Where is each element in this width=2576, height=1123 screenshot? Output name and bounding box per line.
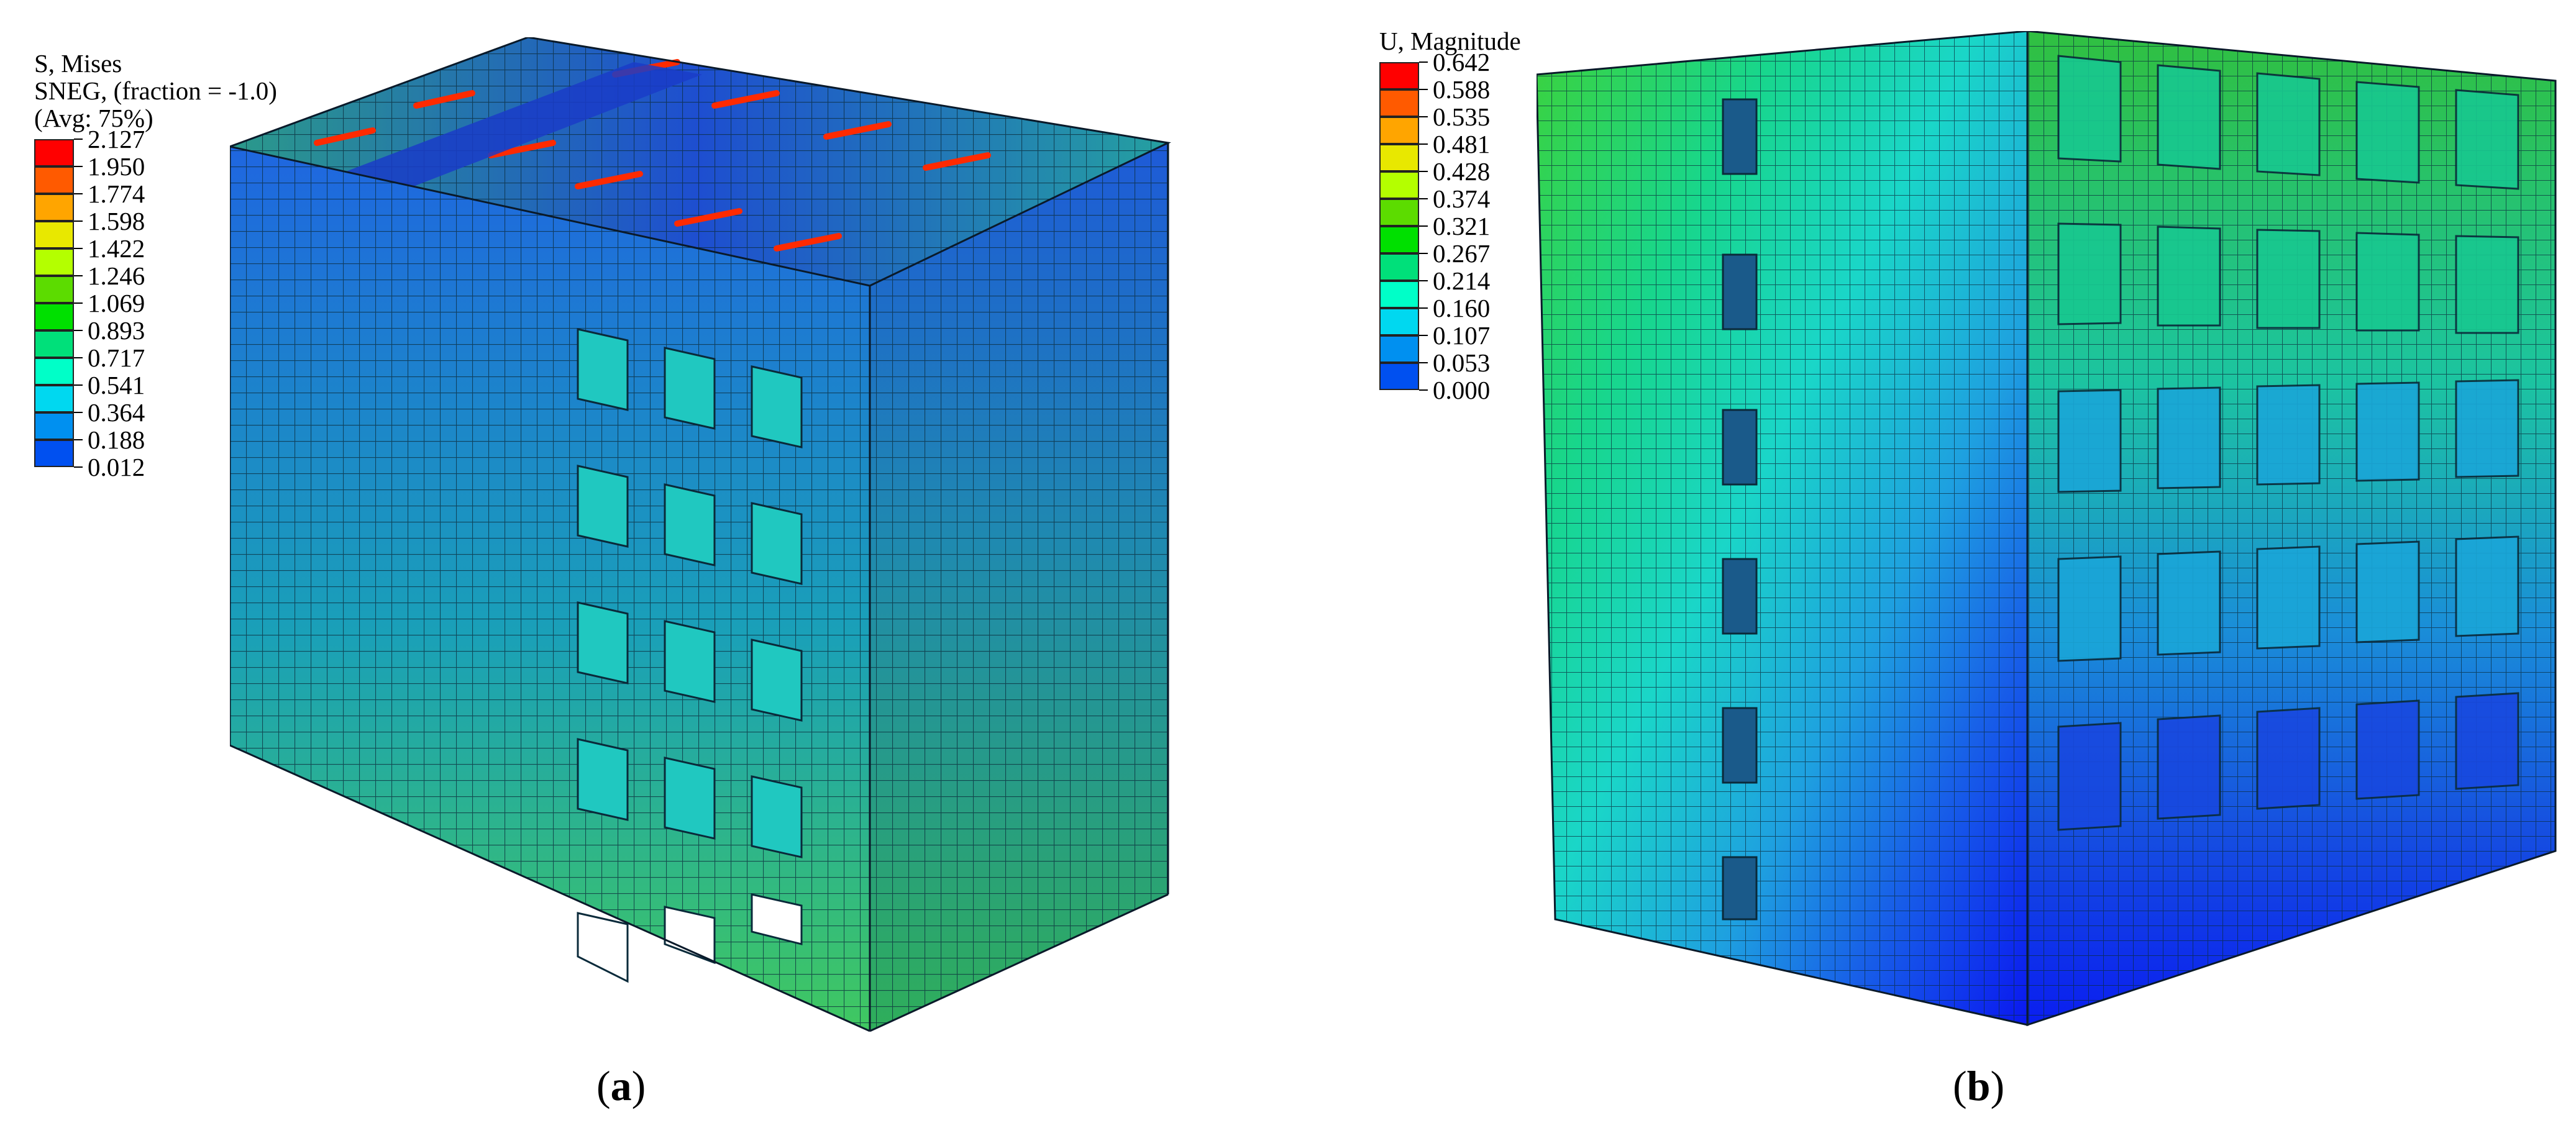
displacement-legend-tick-mark xyxy=(1419,116,1428,117)
stress-legend-tick-mark xyxy=(74,357,83,358)
stress-legend-tick-mark xyxy=(74,384,83,386)
displacement-legend-tick-mark xyxy=(1419,225,1428,227)
displacement-legend-swatch xyxy=(1379,226,1419,253)
displacement-legend-tick-label: 0.000 xyxy=(1433,376,1491,404)
displacement-contour-model xyxy=(1537,31,2557,1027)
stress-legend-tick-mark xyxy=(74,439,83,440)
displacement-legend-swatch xyxy=(1379,62,1419,89)
panel-a-stress: S, Mises SNEG, (fraction = -1.0) (Avg: 7… xyxy=(34,37,1171,1109)
displacement-legend-tick-mark xyxy=(1419,335,1428,336)
caption-b: (b) xyxy=(1953,1062,2005,1109)
displacement-legend-tick-mark xyxy=(1419,143,1428,145)
legend-title-line-1: S, Mises xyxy=(34,49,122,78)
displacement-legend-swatch xyxy=(1379,199,1419,226)
stress-legend-tick-label: 2.127 xyxy=(88,125,145,153)
stress-legend-tick-label: 1.774 xyxy=(88,180,145,208)
stress-legend-swatch xyxy=(34,194,74,221)
displacement-legend-tick-mark xyxy=(1419,389,1428,391)
frame-openings xyxy=(577,328,803,858)
stress-legend-tick-mark xyxy=(74,166,83,167)
stress-legend-tick-mark xyxy=(74,275,83,276)
displacement-legend-swatch xyxy=(1379,335,1419,363)
stress-legend-tick-label: 0.188 xyxy=(88,425,145,454)
stress-contour-model xyxy=(230,37,1171,1032)
legend-title-line-2: SNEG, (fraction = -1.0) xyxy=(34,76,277,105)
stress-legend-swatch xyxy=(34,166,74,194)
stress-legend-tick-mark xyxy=(74,139,83,140)
stress-legend-swatch xyxy=(34,276,74,303)
displacement-legend-tick-mark xyxy=(1419,89,1428,90)
caption-a: (a) xyxy=(596,1062,646,1109)
stress-legend-tick-label: 1.069 xyxy=(88,289,145,317)
panel-b-displacement: U, Magnitude 0.642 0.588 0.535 0.481 0.428 0.… xyxy=(1288,0,2576,1123)
displacement-legend-tick-mark xyxy=(1419,61,1428,63)
stress-legend-tick-mark xyxy=(74,221,83,222)
legend-title: U, Magnitude xyxy=(1379,27,1521,55)
stress-legend-swatch xyxy=(34,248,74,276)
displacement-legend-tick-mark xyxy=(1419,307,1428,309)
stress-legend-swatch xyxy=(34,330,74,358)
displacement-legend-swatch xyxy=(1379,144,1419,171)
displacement-legend-tick-label: 0.588 xyxy=(1433,75,1491,104)
stress-legend-tick-label: 1.246 xyxy=(88,261,145,290)
displacement-legend-tick-mark xyxy=(1419,280,1428,281)
right-face-openings xyxy=(2057,55,2519,334)
displacement-legend-swatch xyxy=(1379,89,1419,117)
displacement-legend-tick-label: 0.214 xyxy=(1433,266,1491,295)
stress-legend-tick-mark xyxy=(74,412,83,413)
stress-legend-tick-mark xyxy=(74,330,83,331)
stress-legend-tick-mark xyxy=(74,193,83,194)
displacement-legend-swatch xyxy=(1379,308,1419,335)
displacement-legend-tick-label: 0.535 xyxy=(1433,102,1491,131)
stress-legend-swatch xyxy=(34,221,74,248)
displacement-legend-tick-label: 0.642 xyxy=(1433,48,1491,76)
displacement-legend-tick-label: 0.267 xyxy=(1433,239,1491,268)
stress-legend-tick-label: 0.364 xyxy=(88,398,145,427)
displacement-legend-swatch xyxy=(1379,363,1419,390)
stress-legend-tick-label: 1.598 xyxy=(88,207,145,235)
stress-legend-swatch xyxy=(34,412,74,440)
stress-legend-tick-label: 1.422 xyxy=(88,234,145,263)
displacement-legend-tick-label: 0.107 xyxy=(1433,321,1491,350)
displacement-legend-tick-label: 0.160 xyxy=(1433,294,1491,322)
displacement-color-scale: 0.642 0.588 0.535 0.481 0.428 0.374 0.321 0.267… xyxy=(1379,48,1541,417)
stress-legend-tick-label: 1.950 xyxy=(88,152,145,181)
caption-b-letter: b xyxy=(1966,1062,1991,1109)
stress-legend-swatch xyxy=(34,440,74,467)
legend-title-line-3: (Avg: 75%) xyxy=(34,104,153,132)
stress-legend-swatch xyxy=(34,358,74,385)
displacement-legend-tick-mark xyxy=(1419,198,1428,199)
displacement-legend-swatch xyxy=(1379,171,1419,199)
displacement-legend-swatch xyxy=(1379,117,1419,144)
displacement-legend-tick-label: 0.481 xyxy=(1433,130,1491,158)
displacement-legend-tick-label: 0.428 xyxy=(1433,157,1491,186)
displacement-legend-swatch xyxy=(1379,281,1419,308)
stress-legend-swatch xyxy=(34,139,74,166)
stress-legend-swatch xyxy=(34,303,74,330)
stress-legend: S, Mises SNEG, (fraction = -1.0) (Avg: 7… xyxy=(34,49,277,481)
stress-color-scale: 2.127 1.950 1.774 1.598 1.422 1.246 1.069 0.893… xyxy=(34,125,196,494)
left-face-openings xyxy=(1722,98,1758,921)
stress-legend-tick-label: 0.893 xyxy=(88,316,145,345)
caption-a-letter: a xyxy=(610,1062,632,1109)
displacement-legend-tick-mark xyxy=(1419,362,1428,363)
stress-legend-tick-mark xyxy=(74,302,83,304)
stress-legend-tick-label: 0.541 xyxy=(88,371,145,399)
displacement-legend-tick-label: 0.053 xyxy=(1433,348,1491,377)
displacement-legend-swatch xyxy=(1379,253,1419,281)
stress-legend-tick-label: 0.717 xyxy=(88,343,145,372)
displacement-legend-tick-mark xyxy=(1419,171,1428,172)
displacement-legend-tick-mark xyxy=(1419,253,1428,254)
displacement-legend: U, Magnitude 0.642 0.588 0.535 0.481 0.428 0.… xyxy=(1379,27,1521,404)
displacement-legend-tick-label: 0.321 xyxy=(1433,212,1491,240)
displacement-legend-tick-label: 0.374 xyxy=(1433,184,1491,213)
stress-legend-tick-mark xyxy=(74,466,83,468)
stress-legend-swatch xyxy=(34,385,74,412)
stress-legend-tick-label: 0.012 xyxy=(88,453,145,481)
stress-legend-tick-mark xyxy=(74,248,83,249)
